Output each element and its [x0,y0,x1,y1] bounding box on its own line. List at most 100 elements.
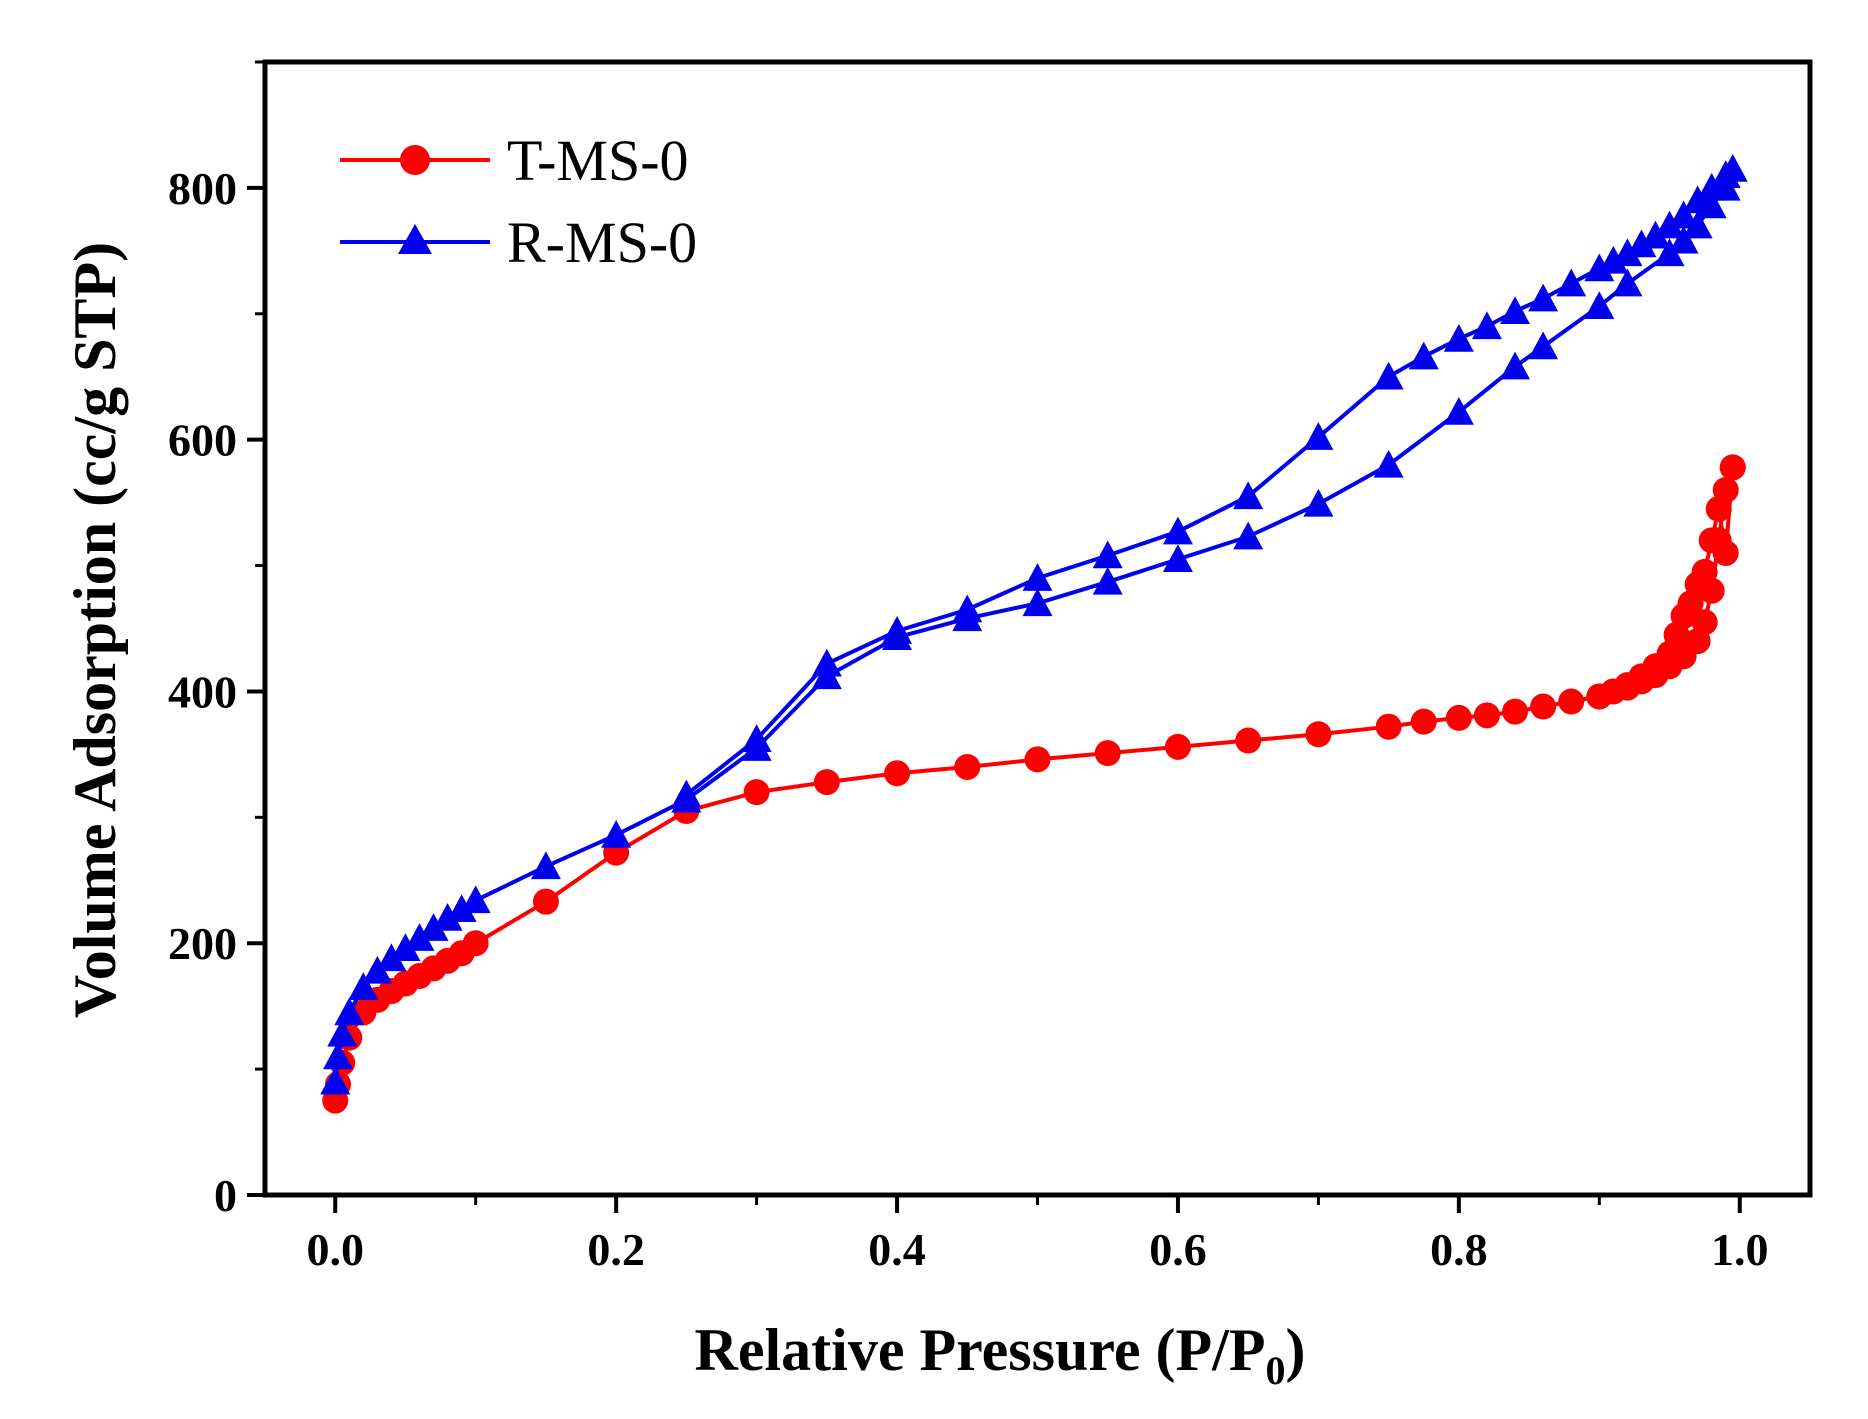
data-point-r-ms-0 [460,885,491,914]
data-point-t-ms-0 [813,769,840,796]
x-tick-label: 1.0 [1711,1224,1769,1275]
legend-label-t-ms-0: T-MS-0 [507,128,689,193]
x-tick-label: 0.0 [306,1224,364,1275]
data-point-r-ms-0 [811,648,842,677]
data-point-r-ms-0 [1500,296,1531,325]
data-point-r-ms-0 [1471,311,1502,340]
data-point-r-ms-0 [376,943,407,972]
data-point-t-ms-0 [1558,688,1585,715]
data-point-r-ms-0 [1373,361,1404,390]
data-point-r-ms-0 [1528,283,1559,312]
data-point-t-ms-0 [1705,495,1732,522]
series-line-t-ms-0-adsorption [333,466,1735,1101]
legend-marker-t-ms-0 [400,145,430,175]
data-point-r-ms-0 [952,594,983,623]
data-point-t-ms-0 [1530,693,1557,720]
data-point-r-ms-0 [1584,291,1615,319]
data-point-r-ms-0 [882,616,913,644]
data-point-r-ms-0 [1022,588,1053,617]
data-point-r-ms-0 [1162,544,1193,573]
data-point-r-ms-0 [1584,253,1615,282]
data-point-r-ms-0 [418,913,449,941]
x-tick-label: 0.4 [868,1224,926,1275]
x-axis-ticks: 0.0 0.2 0.4 0.6 0.8 1.0 [306,1195,1769,1275]
data-point-t-ms-0 [743,779,770,806]
legend: T-MS-0 R-MS-0 [340,128,697,275]
x-tick-label: 0.8 [1430,1224,1488,1275]
x-axis-title-subscript: 0 [1265,1348,1285,1393]
data-point-t-ms-0 [1502,698,1529,725]
data-point-t-ms-0 [1691,609,1718,636]
data-point-r-ms-0 [327,1018,358,1047]
data-point-t-ms-0 [1235,727,1262,754]
x-axis-title-close: ) [1285,1317,1305,1383]
data-point-r-ms-0 [1696,172,1727,201]
data-point-t-ms-0 [1698,527,1725,554]
y-axis-ticks: 0 200 400 600 800 [168,60,265,1221]
data-point-t-ms-0 [1445,704,1472,731]
data-point-r-ms-0 [530,851,561,880]
data-point-r-ms-0 [1668,225,1699,254]
y-tick-label: 0 [214,1170,237,1221]
data-point-r-ms-0 [323,1041,354,1070]
series-layer [320,154,1748,1114]
legend-label-r-ms-0: R-MS-0 [507,210,697,275]
data-point-t-ms-0 [532,888,559,915]
data-point-r-ms-0 [1443,396,1474,425]
data-point-r-ms-0 [334,997,365,1026]
data-point-t-ms-0 [1719,454,1746,481]
data-point-r-ms-0 [432,903,463,931]
data-point-r-ms-0 [404,923,435,951]
data-point-r-ms-0 [1162,516,1193,545]
data-point-t-ms-0 [1024,746,1051,773]
data-point-r-ms-0 [741,724,772,753]
plot-frame [262,59,1813,1198]
y-tick-label: 600 [168,415,237,466]
x-tick-label: 0.2 [587,1224,645,1275]
data-point-r-ms-0 [390,933,421,962]
data-point-r-ms-0 [1092,566,1123,595]
x-axis-title: Relative Pressure (P/P0) [695,1317,1306,1393]
data-point-t-ms-0 [1473,702,1500,729]
data-point-r-ms-0 [1022,563,1053,591]
data-point-t-ms-0 [1094,740,1121,767]
data-point-r-ms-0 [1303,422,1334,450]
data-point-t-ms-0 [1586,683,1613,710]
data-point-r-ms-0 [1654,210,1685,239]
data-point-t-ms-0 [462,930,489,957]
data-point-r-ms-0 [1233,481,1264,510]
data-point-r-ms-0 [671,779,702,808]
y-axis-title: Volume Adsorption (cc/g STP) [62,242,128,1018]
data-point-r-ms-0 [1668,200,1699,229]
y-tick-label: 800 [168,163,237,214]
data-point-r-ms-0 [446,894,477,922]
data-point-r-ms-0 [1528,331,1559,360]
data-point-r-ms-0 [1408,341,1439,370]
data-point-r-ms-0 [1303,488,1334,517]
data-point-r-ms-0 [1640,220,1671,249]
data-point-r-ms-0 [1092,540,1123,569]
data-point-r-ms-0 [1373,449,1404,478]
data-point-r-ms-0 [1710,160,1741,189]
data-point-r-ms-0 [1612,268,1643,297]
data-point-r-ms-0 [1556,268,1587,297]
data-point-r-ms-0 [601,819,632,848]
data-point-r-ms-0 [320,1066,351,1095]
data-point-t-ms-0 [1164,733,1191,760]
data-point-r-ms-0 [1443,323,1474,352]
legend-marker-r-ms-0 [398,224,432,254]
x-tick-label: 0.6 [1149,1224,1207,1275]
data-point-r-ms-0 [1233,521,1264,550]
data-point-r-ms-0 [1500,351,1531,380]
y-tick-label: 200 [168,918,237,969]
y-tick-label: 400 [168,666,237,717]
data-point-r-ms-0 [1682,210,1713,239]
data-point-t-ms-0 [1410,708,1437,735]
data-point-t-ms-0 [954,753,981,780]
data-point-t-ms-0 [1305,721,1332,748]
data-point-t-ms-0 [1375,713,1402,740]
data-point-r-ms-0 [1626,229,1657,258]
data-point-t-ms-0 [1614,672,1641,699]
data-point-t-ms-0 [884,760,911,787]
